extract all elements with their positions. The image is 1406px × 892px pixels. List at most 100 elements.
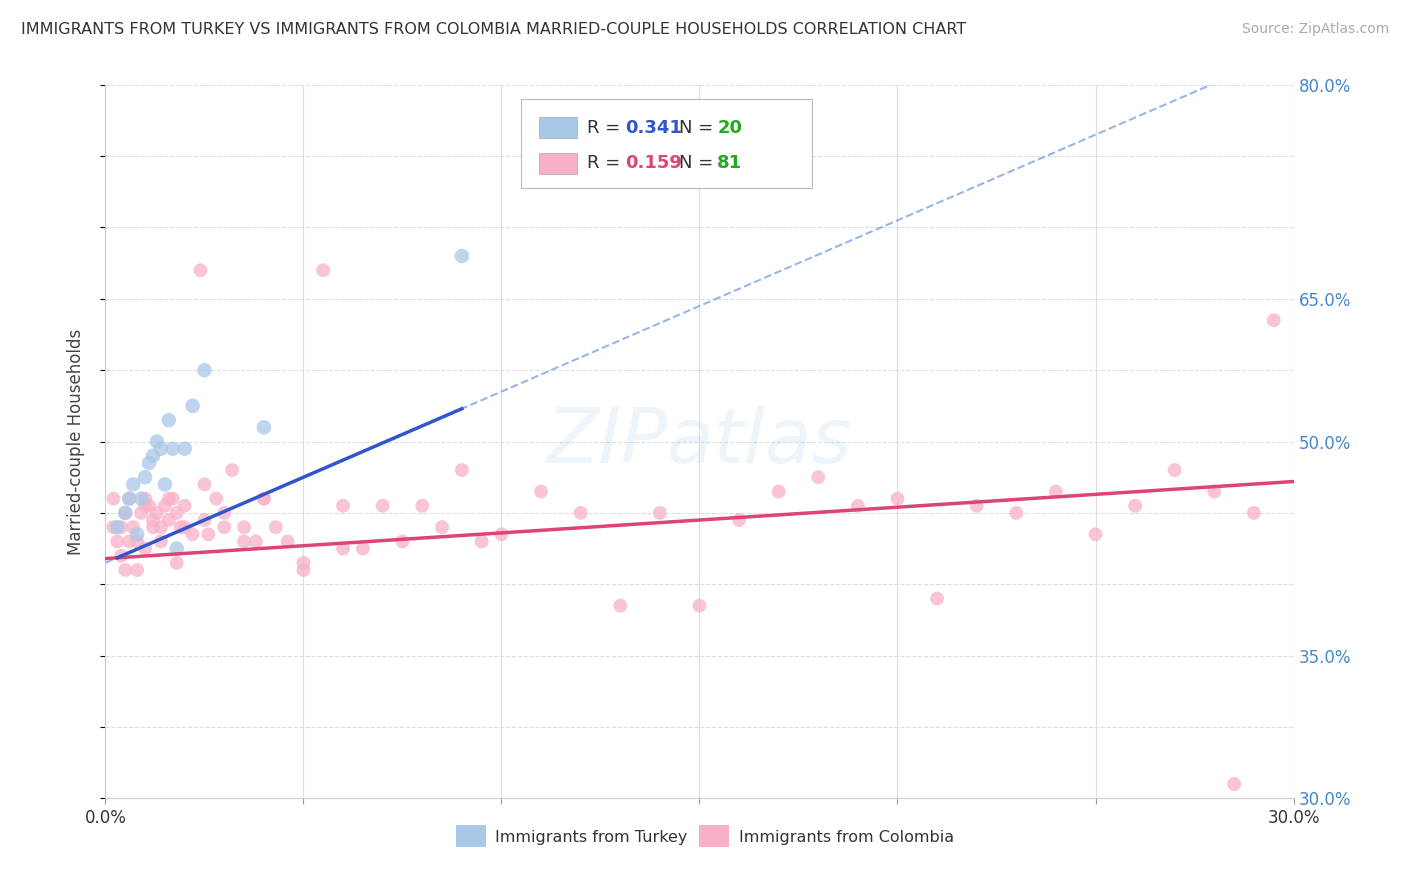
Point bbox=[170, 520, 193, 534]
Point bbox=[648, 506, 671, 520]
Point bbox=[233, 534, 256, 549]
Point bbox=[173, 520, 195, 534]
Point bbox=[253, 491, 276, 506]
Point bbox=[1263, 313, 1285, 327]
Point bbox=[689, 599, 711, 613]
Point bbox=[149, 520, 172, 534]
Point bbox=[197, 527, 219, 541]
Point bbox=[530, 484, 553, 499]
Point bbox=[157, 491, 180, 506]
Point bbox=[162, 442, 184, 456]
Point bbox=[728, 513, 751, 527]
Text: N =: N = bbox=[679, 119, 720, 136]
Point bbox=[134, 491, 156, 506]
Point bbox=[1084, 527, 1107, 541]
Point bbox=[221, 463, 243, 477]
Point bbox=[1123, 499, 1146, 513]
Point bbox=[371, 499, 394, 513]
Point bbox=[292, 563, 315, 577]
Point bbox=[181, 527, 204, 541]
Point bbox=[103, 520, 125, 534]
Point bbox=[127, 534, 149, 549]
Point bbox=[253, 420, 276, 434]
Point bbox=[193, 363, 215, 377]
Point bbox=[966, 499, 988, 513]
Point bbox=[129, 506, 152, 520]
Point bbox=[134, 541, 156, 556]
Point bbox=[193, 513, 215, 527]
Point bbox=[114, 506, 136, 520]
Point bbox=[142, 449, 165, 463]
Point bbox=[153, 499, 176, 513]
Point bbox=[925, 591, 948, 606]
Point bbox=[118, 491, 141, 506]
Text: IMMIGRANTS FROM TURKEY VS IMMIGRANTS FROM COLOMBIA MARRIED-COUPLE HOUSEHOLDS COR: IMMIGRANTS FROM TURKEY VS IMMIGRANTS FRO… bbox=[21, 22, 966, 37]
Point bbox=[173, 499, 195, 513]
Point bbox=[292, 556, 315, 570]
Point bbox=[312, 263, 335, 277]
Point bbox=[491, 527, 513, 541]
Point bbox=[253, 491, 276, 506]
Text: Source: ZipAtlas.com: Source: ZipAtlas.com bbox=[1241, 22, 1389, 37]
FancyBboxPatch shape bbox=[522, 99, 813, 188]
Point bbox=[1164, 463, 1187, 477]
Point bbox=[166, 506, 188, 520]
Point bbox=[110, 520, 132, 534]
Point bbox=[103, 491, 125, 506]
Text: Immigrants from Turkey: Immigrants from Turkey bbox=[495, 830, 688, 845]
Point bbox=[127, 527, 149, 541]
Point bbox=[138, 456, 160, 470]
Point bbox=[129, 491, 152, 506]
Point bbox=[277, 534, 299, 549]
Point bbox=[114, 563, 136, 577]
Point bbox=[122, 520, 145, 534]
Text: ZIPatlas: ZIPatlas bbox=[547, 405, 852, 478]
Point bbox=[105, 520, 128, 534]
Point bbox=[157, 413, 180, 427]
Point bbox=[157, 513, 180, 527]
Point bbox=[1045, 484, 1067, 499]
Point bbox=[430, 520, 453, 534]
Point bbox=[110, 549, 132, 563]
Point bbox=[149, 534, 172, 549]
Point bbox=[846, 499, 869, 513]
Text: 81: 81 bbox=[717, 154, 742, 172]
Point bbox=[138, 499, 160, 513]
Point bbox=[142, 513, 165, 527]
Point bbox=[118, 534, 141, 549]
Point bbox=[214, 520, 236, 534]
Point bbox=[114, 506, 136, 520]
Point bbox=[134, 499, 156, 513]
Point bbox=[450, 463, 472, 477]
Text: 0.159: 0.159 bbox=[624, 154, 682, 172]
Point bbox=[264, 520, 287, 534]
Text: R =: R = bbox=[586, 119, 626, 136]
FancyBboxPatch shape bbox=[538, 117, 576, 138]
Point bbox=[149, 442, 172, 456]
Point bbox=[214, 506, 236, 520]
Text: 20: 20 bbox=[717, 119, 742, 136]
Y-axis label: Married-couple Households: Married-couple Households bbox=[66, 328, 84, 555]
Point bbox=[352, 541, 374, 556]
Point bbox=[1204, 484, 1226, 499]
Point bbox=[807, 470, 830, 484]
Point bbox=[1005, 506, 1028, 520]
Point bbox=[609, 599, 631, 613]
FancyBboxPatch shape bbox=[538, 153, 576, 174]
Point bbox=[173, 442, 195, 456]
Point bbox=[233, 520, 256, 534]
Text: R =: R = bbox=[586, 154, 626, 172]
Point bbox=[411, 499, 433, 513]
Point bbox=[193, 477, 215, 491]
Point bbox=[768, 484, 790, 499]
Text: 0.341: 0.341 bbox=[624, 119, 682, 136]
Point bbox=[332, 499, 354, 513]
Point bbox=[166, 556, 188, 570]
Point bbox=[162, 491, 184, 506]
Text: N =: N = bbox=[679, 154, 720, 172]
Point bbox=[569, 506, 592, 520]
Point bbox=[190, 263, 212, 277]
FancyBboxPatch shape bbox=[456, 825, 485, 847]
Point bbox=[142, 520, 165, 534]
FancyBboxPatch shape bbox=[700, 825, 730, 847]
